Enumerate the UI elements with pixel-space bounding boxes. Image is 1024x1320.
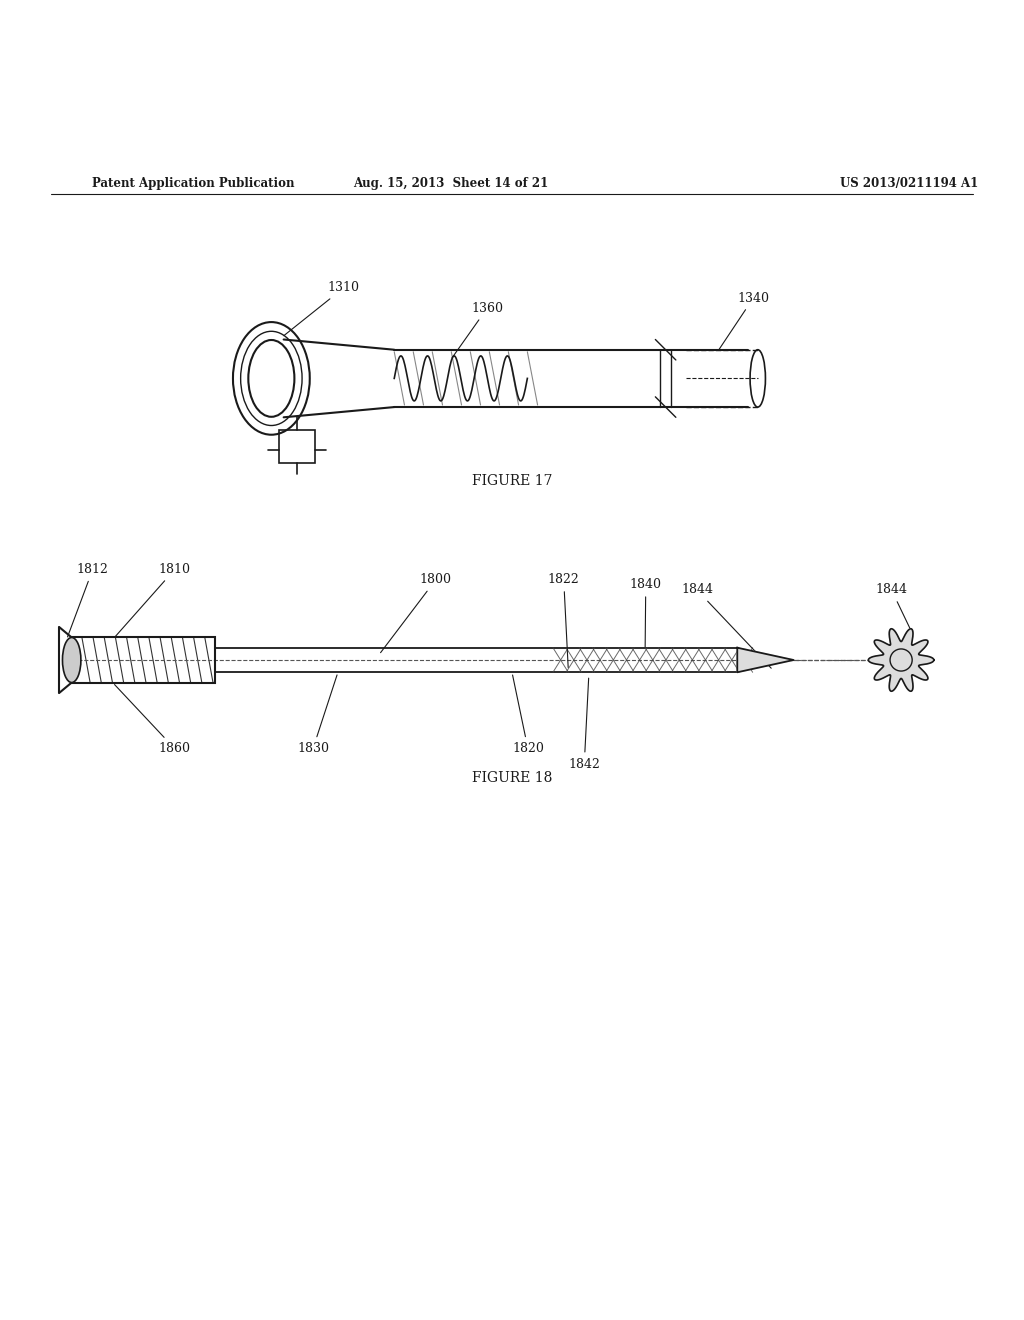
Ellipse shape [62,638,81,682]
Text: FIGURE 17: FIGURE 17 [472,474,552,488]
Text: 1820: 1820 [512,675,544,755]
Text: 1812: 1812 [68,562,109,638]
Text: 1844: 1844 [876,583,910,628]
Text: 1842: 1842 [568,678,600,771]
Text: US 2013/0211194 A1: US 2013/0211194 A1 [840,177,978,190]
Text: 1800: 1800 [381,573,452,652]
Text: 1822: 1822 [548,573,580,668]
Text: FIGURE 18: FIGURE 18 [472,771,552,785]
Text: 1844: 1844 [681,583,771,668]
Text: 1840: 1840 [630,578,662,647]
Text: Aug. 15, 2013  Sheet 14 of 21: Aug. 15, 2013 Sheet 14 of 21 [353,177,548,190]
Text: 1860: 1860 [115,685,190,755]
Text: 1360: 1360 [453,302,503,358]
Polygon shape [868,628,934,692]
Text: 1830: 1830 [297,675,337,755]
Text: 1340: 1340 [719,292,769,351]
Polygon shape [737,648,794,672]
Text: 1810: 1810 [115,562,190,638]
Bar [72,638,215,682]
Text: Patent Application Publication: Patent Application Publication [92,177,295,190]
Text: 1310: 1310 [284,281,359,335]
Bar [279,429,315,463]
